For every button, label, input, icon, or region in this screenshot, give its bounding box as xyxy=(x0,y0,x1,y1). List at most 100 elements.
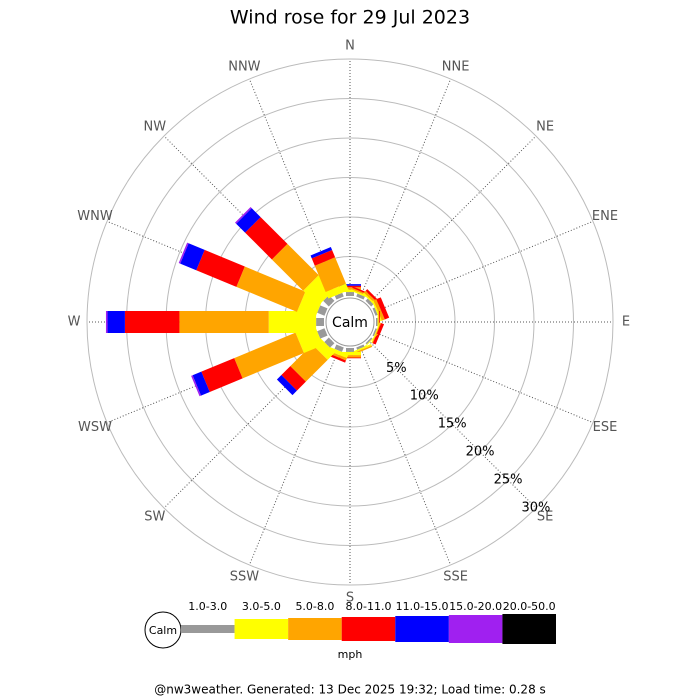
legend: Calm 1.0-3.0 3.0-5.0 5.0-8.0 8.0-11.0 11.0-15… xyxy=(144,600,556,661)
legend-swatch xyxy=(448,615,503,643)
bar-segment xyxy=(316,318,324,326)
legend-swatch xyxy=(181,625,235,633)
bar-segment xyxy=(361,333,378,350)
bar-segment xyxy=(334,344,344,352)
r-tick-label: 30% xyxy=(522,500,551,515)
bar-segment xyxy=(346,348,354,352)
r-tick-label: 20% xyxy=(466,445,495,460)
grid-ring xyxy=(86,58,614,586)
legend-label: 20.0-50.0 xyxy=(503,600,556,613)
bar-segment xyxy=(356,344,365,350)
legend-swatch xyxy=(395,616,449,642)
direction-label: N xyxy=(345,39,355,54)
legend-swatch xyxy=(234,619,289,639)
bar-segment xyxy=(191,375,202,397)
direction-label: NW xyxy=(144,119,167,134)
chart-title: Wind rose for 29 Jul 2023 xyxy=(230,7,470,29)
bar-segment xyxy=(201,358,243,392)
bars xyxy=(105,207,390,397)
direction-label: NNE xyxy=(442,60,470,75)
bar-segment xyxy=(376,297,390,320)
direction-label: SSW xyxy=(230,569,260,584)
direction-label: ENE xyxy=(592,209,618,224)
direction-label: W xyxy=(68,315,81,330)
legend-label: 8.0-11.0 xyxy=(346,600,392,613)
direction-label: WNW xyxy=(77,209,113,224)
bar-segment xyxy=(310,247,333,259)
bar-segment xyxy=(323,295,335,307)
bar-segment xyxy=(317,305,328,316)
bar-segment xyxy=(268,311,317,333)
direction-label: SSE xyxy=(443,569,468,584)
legend-unit: mph xyxy=(338,648,363,661)
bar-segment xyxy=(317,328,328,339)
bar-segment xyxy=(124,311,180,333)
bar-segment xyxy=(281,366,306,391)
bar-segment xyxy=(379,311,380,333)
direction-label: SW xyxy=(144,510,165,525)
spoke xyxy=(359,345,452,566)
bar-segment xyxy=(234,332,304,379)
legend-swatch xyxy=(341,617,396,641)
bar-segment xyxy=(377,311,379,333)
legend-calm-label: Calm xyxy=(149,624,177,637)
r-tick-label: 15% xyxy=(438,417,467,432)
bar-segment xyxy=(245,217,288,260)
calm-circle xyxy=(325,297,375,347)
bar-segment xyxy=(290,344,328,382)
bar-segment xyxy=(373,299,385,321)
legend-swatch xyxy=(288,618,342,640)
r-tick-label: 25% xyxy=(494,473,523,488)
bar-segment xyxy=(325,283,349,299)
legend-swatch xyxy=(502,614,556,644)
bar-segment xyxy=(105,311,108,333)
rose: N NNE NE ENE E ESE SE SSE S SSW SW WSW W WNW NW NNW 5%10… xyxy=(68,39,631,606)
bar-segment xyxy=(350,344,372,354)
bar-segment xyxy=(271,243,319,291)
bar-segment xyxy=(276,375,297,396)
bar-segment xyxy=(372,322,382,344)
bar-segment xyxy=(372,307,378,316)
bar-segment xyxy=(324,337,335,348)
spoke xyxy=(368,135,537,304)
bar-segment xyxy=(192,371,210,396)
bar-segment xyxy=(179,311,269,333)
bar-segment xyxy=(178,242,189,264)
bar-segment xyxy=(356,293,365,300)
direction-label: NNW xyxy=(228,60,260,75)
bar-segment xyxy=(372,328,378,337)
bar-segment xyxy=(334,292,344,300)
legend-label: 15.0-20.0 xyxy=(449,600,502,613)
direction-label: ESE xyxy=(593,420,618,435)
bar-segment xyxy=(314,257,346,292)
direction-label: SE xyxy=(537,510,553,525)
bar-segment xyxy=(236,266,306,312)
bar-segment xyxy=(180,243,205,271)
bar-segment xyxy=(365,298,374,307)
direction-label: S xyxy=(346,591,354,606)
legend-label: 3.0-5.0 xyxy=(242,600,281,613)
direction-label: WSW xyxy=(78,420,112,435)
legend-label: 1.0-3.0 xyxy=(188,600,227,613)
bar-segment xyxy=(196,249,245,287)
bar-segment xyxy=(376,318,378,326)
direction-label: NE xyxy=(536,119,554,134)
calm-label: Calm xyxy=(332,315,368,331)
bar-segment xyxy=(236,208,261,233)
spoke xyxy=(248,78,341,299)
bar-segment xyxy=(235,207,252,224)
spoke xyxy=(368,340,537,509)
spoke xyxy=(359,78,452,299)
bar-segment xyxy=(107,311,125,333)
bar-segment xyxy=(311,249,336,266)
bar-segment xyxy=(372,322,385,345)
bar-segment xyxy=(346,292,354,296)
spoke xyxy=(373,331,594,424)
spoke xyxy=(248,345,341,566)
spoke xyxy=(373,220,594,313)
footer: @nw3weather. Generated: 13 Dec 2025 19:3… xyxy=(154,683,546,697)
direction-label: E xyxy=(622,315,630,330)
r-tick-label: 10% xyxy=(410,389,439,404)
bar-segment xyxy=(365,337,373,345)
